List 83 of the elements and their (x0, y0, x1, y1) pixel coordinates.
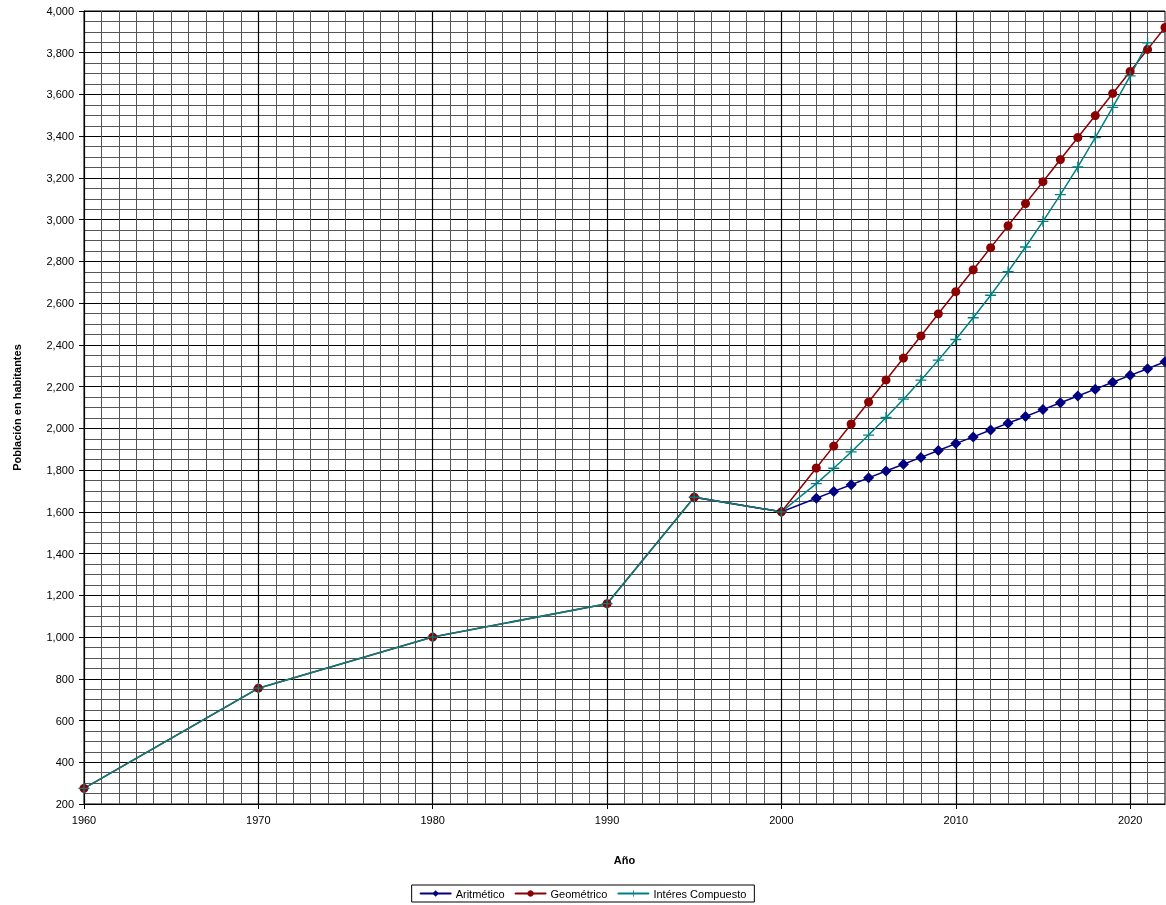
point (829, 441, 839, 451)
point (810, 492, 822, 504)
y-tick-label: 800 (55, 672, 74, 685)
point (1055, 155, 1065, 165)
point (863, 429, 875, 441)
point (950, 438, 962, 450)
y-tick-label: 2,600 (46, 297, 74, 310)
y-tick-label: 1,000 (46, 631, 74, 644)
x-tick-label: 1980 (420, 813, 445, 826)
point (1072, 390, 1084, 402)
point (881, 375, 891, 385)
x-tick-label: 2020 (1117, 813, 1143, 826)
x-tick-label: 2000 (769, 813, 794, 826)
x-tick-label: 1960 (71, 813, 97, 826)
point (1089, 383, 1101, 395)
y-tick-label: 2,000 (46, 422, 74, 435)
point (915, 451, 927, 463)
point (1090, 111, 1100, 121)
point (898, 353, 908, 363)
y-tick-label: 3,800 (46, 46, 74, 59)
y-tick-label: 3,600 (46, 88, 74, 101)
legend-label: Aritmético (455, 887, 505, 900)
x-axis-title: Año (613, 853, 636, 866)
x-tick-label: 2010 (943, 813, 969, 826)
point (880, 412, 892, 424)
point (986, 243, 996, 253)
y-tick-label: 1,600 (46, 505, 74, 518)
point (1038, 177, 1048, 187)
point (1142, 363, 1154, 375)
point (932, 444, 944, 456)
point (1021, 199, 1031, 209)
y-tick-label: 400 (55, 756, 74, 769)
legend-label: Intéres Compuesto (653, 887, 747, 900)
point (915, 374, 927, 386)
y-axis-title: Población en habitantes (10, 344, 23, 471)
point (897, 458, 909, 470)
y-tick-label: 2,200 (46, 380, 74, 393)
point (828, 485, 840, 497)
x-tick-label: 1990 (594, 813, 620, 826)
point (1003, 221, 1013, 231)
point (1054, 397, 1066, 409)
point (967, 431, 979, 443)
point (1124, 369, 1136, 381)
y-tick-label: 3,000 (46, 213, 74, 226)
point (897, 393, 909, 405)
point (1037, 215, 1049, 227)
point (811, 463, 821, 473)
point (1073, 132, 1083, 142)
y-tick-label: 2,400 (46, 338, 74, 351)
x-tick-label: 1970 (246, 813, 271, 826)
point (863, 472, 875, 484)
point (864, 397, 874, 407)
point (968, 265, 978, 275)
point (932, 354, 944, 366)
point (985, 424, 997, 436)
point (1108, 88, 1118, 98)
point (1107, 376, 1119, 388)
point (880, 465, 892, 477)
y-tick-label: 4,000 (46, 5, 74, 17)
point (1143, 44, 1153, 54)
point (933, 309, 943, 319)
point (1020, 241, 1032, 253)
y-tick-label: 3,200 (46, 171, 74, 184)
y-tick-label: 1,200 (46, 589, 74, 602)
point (1020, 410, 1032, 422)
point (846, 419, 856, 429)
point (1124, 70, 1136, 82)
point (1142, 37, 1154, 49)
y-tick-label: 1,400 (46, 547, 74, 560)
point (951, 287, 961, 297)
point (845, 446, 857, 458)
y-tick-label: 600 (55, 714, 74, 727)
y-tick-label: 2,800 (46, 255, 74, 268)
point (1002, 417, 1014, 429)
point (845, 479, 857, 491)
y-tick-label: 1,800 (46, 464, 74, 477)
point (916, 331, 926, 341)
point (1072, 161, 1084, 173)
legend-label: Geométrico (550, 887, 608, 900)
point (1037, 404, 1049, 416)
y-tick-label: 3,400 (46, 130, 74, 143)
point (1002, 266, 1014, 278)
y-tick-label: 200 (55, 798, 74, 810)
